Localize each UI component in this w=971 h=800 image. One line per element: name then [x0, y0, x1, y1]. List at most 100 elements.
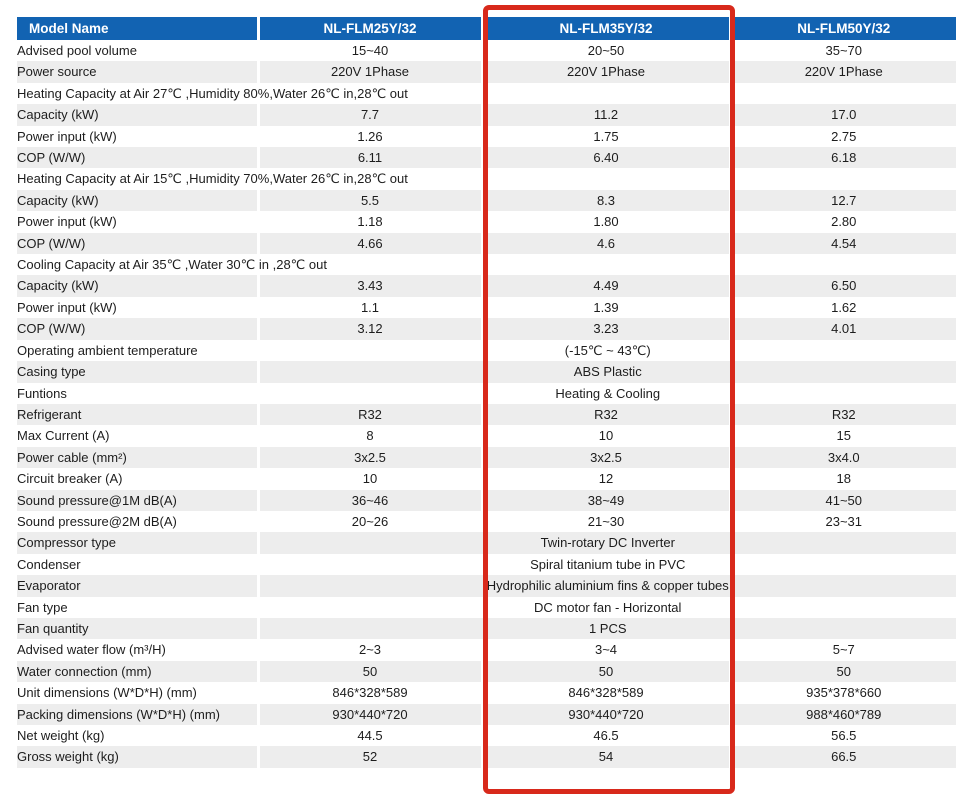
row-label: Advised pool volume — [17, 40, 260, 62]
cell-value: 2.80 — [730, 211, 956, 233]
table-header-row: Model Name NL-FLM25Y/32 NL-FLM35Y/32 NL-… — [17, 17, 956, 40]
row-label: Unit dimensions (W*D*H) (mm) — [17, 682, 260, 704]
cell-value: 11.2 — [482, 104, 732, 126]
cell-value: 8 — [258, 425, 484, 447]
cell-value: 20~26 — [258, 510, 484, 533]
row-label: Compressor type — [17, 532, 260, 554]
table-row: Unit dimensions (W*D*H) (mm) 846*328*589 8… — [17, 682, 956, 704]
row-label: Capacity (kW) — [17, 104, 260, 126]
cell-value: 3~4 — [482, 639, 732, 661]
cell-value: 935*378*660 — [730, 682, 956, 704]
table-row: Power source 220V 1Phase 220V 1Phase 220V 1… — [17, 61, 956, 83]
cell-value: 220V 1Phase — [730, 61, 956, 83]
row-label: Fan quantity — [17, 617, 260, 640]
row-label: Refrigerant — [17, 403, 260, 426]
row-label: Net weight (kg) — [17, 725, 260, 747]
table-row: Sound pressure@2M dB(A) 20~26 21~30 23~31 — [17, 510, 956, 533]
cell-value: 2.75 — [730, 125, 956, 148]
cell-value: 12.7 — [730, 189, 956, 212]
merged-value: ABS Plastic — [258, 361, 956, 383]
table-row: Power input (kW) 1.1 1.39 1.62 — [17, 296, 956, 319]
cell-value: 23~31 — [730, 510, 956, 533]
cell-value: 6.11 — [258, 147, 484, 169]
row-label: Casing type — [17, 361, 260, 383]
row-label: Sound pressure@2M dB(A) — [17, 510, 260, 533]
row-label: Operating ambient temperature — [17, 339, 260, 362]
cell-value: 6.18 — [730, 147, 956, 169]
table-row: Sound pressure@1M dB(A) 36~46 38~49 41~50 — [17, 489, 956, 511]
row-label: Capacity (kW) — [17, 189, 260, 212]
table-row: Advised pool volume 15~40 20~50 35~70 — [17, 40, 956, 62]
cell-value: 36~46 — [258, 489, 484, 511]
cell-value: 6.50 — [730, 275, 956, 297]
table-row: Net weight (kg) 44.5 46.5 56.5 — [17, 725, 956, 747]
cell-value: 4.66 — [258, 232, 484, 255]
cell-value: 15 — [730, 425, 956, 447]
row-label: Power source — [17, 61, 260, 83]
header-model-2: NL-FLM35Y/32 — [482, 17, 732, 40]
merged-value: Hydrophilic aluminium fins & copper tube… — [258, 575, 956, 597]
row-label: Evaporator — [17, 575, 260, 597]
row-label: Power input (kW) — [17, 211, 260, 233]
table-row: Evaporator Hydrophilic aluminium fins & c… — [17, 575, 956, 597]
table-row: Water connection (mm) 50 50 50 — [17, 660, 956, 683]
cell-value: 4.01 — [730, 318, 956, 340]
cell-value: 41~50 — [730, 489, 956, 511]
cell-value: R32 — [258, 403, 484, 426]
section-row: Cooling Capacity at Air 35℃ ,Water 30℃ i… — [17, 254, 956, 276]
cell-value: 17.0 — [730, 104, 956, 126]
cell-value: 50 — [730, 660, 956, 683]
cell-value: 46.5 — [482, 725, 732, 747]
row-label: Capacity (kW) — [17, 275, 260, 297]
row-label: Sound pressure@1M dB(A) — [17, 489, 260, 511]
cell-value: 8.3 — [482, 189, 732, 212]
table-row: Funtions Heating & Cooling — [17, 382, 956, 404]
cell-value: 35~70 — [730, 40, 956, 62]
table-row: Advised water flow (m³/H) 2~3 3~4 5~7 — [17, 639, 956, 661]
cell-value: 4.49 — [482, 275, 732, 297]
table-row: COP (W/W) 6.11 6.40 6.18 — [17, 147, 956, 169]
cell-value: 50 — [258, 660, 484, 683]
cell-value: R32 — [730, 403, 956, 426]
merged-value: Heating & Cooling — [258, 382, 956, 404]
cell-value: 7.7 — [258, 104, 484, 126]
row-label: Gross weight (kg) — [17, 746, 260, 768]
table-row: Condenser Spiral titanium tube in PVC — [17, 553, 956, 576]
cell-value: 4.6 — [482, 232, 732, 255]
cell-value: 846*328*589 — [482, 682, 732, 704]
cell-value: 1.1 — [258, 296, 484, 319]
cell-value: 3.23 — [482, 318, 732, 340]
cell-value: 1.62 — [730, 296, 956, 319]
cell-value: 21~30 — [482, 510, 732, 533]
row-label: Power input (kW) — [17, 296, 260, 319]
cell-value: R32 — [482, 403, 732, 426]
cell-value: 44.5 — [258, 725, 484, 747]
cell-value: 3x4.0 — [730, 446, 956, 469]
row-label: Funtions — [17, 382, 260, 404]
section-label: Cooling Capacity at Air 35℃ ,Water 30℃ i… — [17, 254, 956, 276]
merged-value: Spiral titanium tube in PVC — [258, 553, 956, 576]
cell-value: 56.5 — [730, 725, 956, 747]
cell-value: 5.5 — [258, 189, 484, 212]
row-label: Condenser — [17, 553, 260, 576]
cell-value: 220V 1Phase — [258, 61, 484, 83]
cell-value: 988*460*789 — [730, 703, 956, 725]
cell-value: 6.40 — [482, 147, 732, 169]
row-label: Power input (kW) — [17, 125, 260, 148]
row-label: Max Current (A) — [17, 425, 260, 447]
merged-value: (-15℃ ~ 43℃) — [258, 339, 956, 362]
cell-value: 3x2.5 — [258, 446, 484, 469]
table-row: Packing dimensions (W*D*H) (mm) 930*440*7… — [17, 703, 956, 725]
table-row: COP (W/W) 3.12 3.23 4.01 — [17, 318, 956, 340]
cell-value: 20~50 — [482, 40, 732, 62]
row-label: Circuit breaker (A) — [17, 468, 260, 490]
cell-value: 66.5 — [730, 746, 956, 768]
table-row: Power input (kW) 1.18 1.80 2.80 — [17, 211, 956, 233]
table-row: Fan quantity 1 PCS — [17, 617, 956, 640]
cell-value: 3.12 — [258, 318, 484, 340]
table-row: Casing type ABS Plastic — [17, 361, 956, 383]
cell-value: 1.75 — [482, 125, 732, 148]
section-label: Heating Capacity at Air 27℃ ,Humidity 80… — [17, 82, 956, 105]
table-row: Power cable (mm²) 3x2.5 3x2.5 3x4.0 — [17, 446, 956, 469]
cell-value: 2~3 — [258, 639, 484, 661]
